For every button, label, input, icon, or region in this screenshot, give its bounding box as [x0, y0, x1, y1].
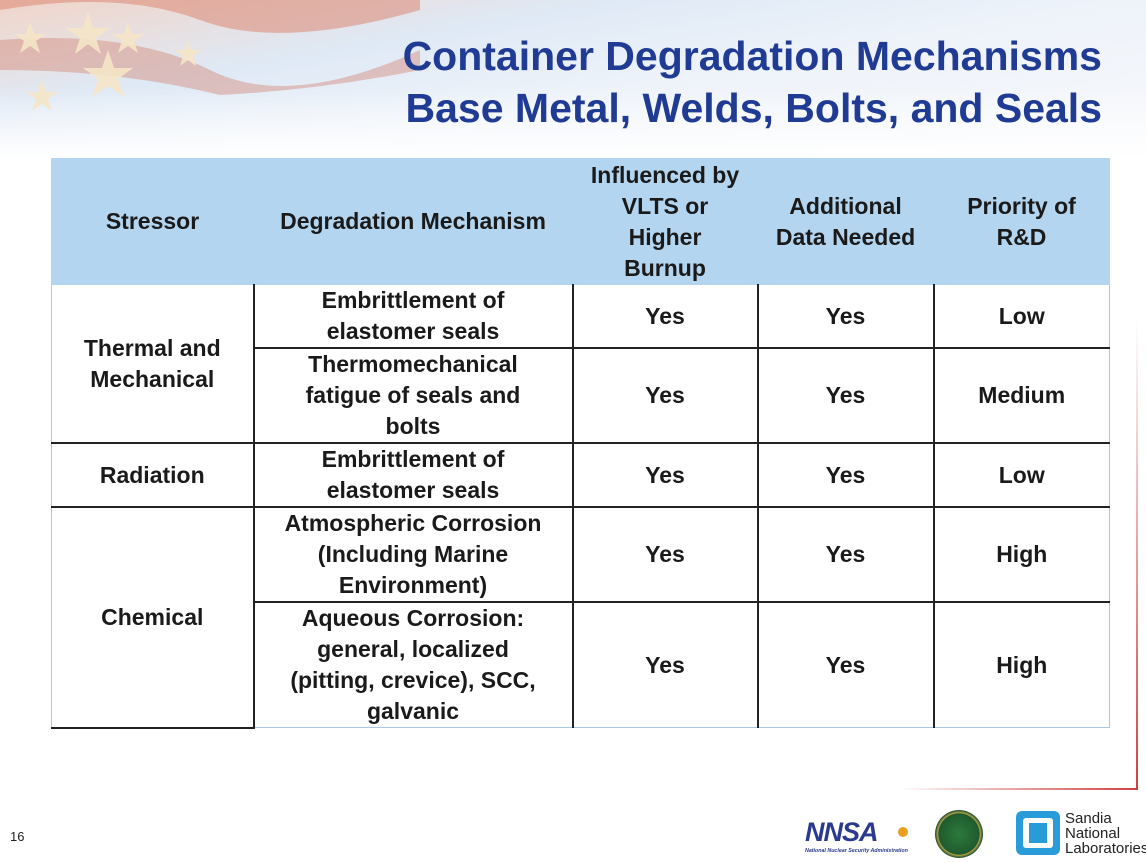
header-data-needed: Additional Data Needed: [757, 158, 934, 285]
nnsa-logo: NNSA National Nuclear Security Administr…: [805, 817, 909, 854]
mechanism-cell: Aqueous Corrosion: general, localized (p…: [253, 601, 574, 728]
table-row: Aqueous Corrosion: general, localized (p…: [52, 601, 1110, 728]
priority-cell: Low: [932, 442, 1110, 508]
mechanism-cell: Embrittlement of elastomer seals: [252, 284, 574, 349]
title-line-1: Container Degradation Mechanisms: [402, 33, 1102, 79]
influenced-cell: Yes: [571, 347, 759, 444]
priority-cell: High: [932, 506, 1110, 603]
flag-stars-graphic: [0, 0, 420, 111]
data-needed-cell: Yes: [756, 601, 935, 728]
priority-cell: Low: [932, 284, 1110, 349]
mechanism-cell: Atmospheric Corrosion (Including Marine …: [252, 506, 574, 603]
table-row: Radiation Embrittlement of elastomer sea…: [51, 442, 1110, 508]
header-mechanism: Degradation Mechanism: [253, 158, 573, 285]
data-needed-cell: Yes: [756, 442, 935, 508]
title-line-2: Base Metal, Welds, Bolts, and Seals: [405, 85, 1102, 131]
mechanism-cell: Thermomechanical fatigue of seals and bo…: [253, 347, 574, 444]
slide-title: Container Degradation Mechanisms Base Me…: [403, 30, 1102, 134]
data-needed-cell: Yes: [756, 284, 935, 349]
stressor-cell: Radiation: [51, 442, 255, 508]
flag-banner: [0, 0, 1146, 160]
red-accent-vertical: [1136, 320, 1138, 790]
page-number: 16: [10, 829, 25, 844]
svg-text:National Nuclear Security Admi: National Nuclear Security Administration: [805, 848, 909, 854]
header-priority: Priority of R&D: [933, 158, 1110, 285]
table-row: Thermal and Mechanical Embrittlement of …: [51, 284, 1110, 444]
header-stressor: Stressor: [51, 158, 254, 285]
influenced-cell: Yes: [571, 601, 759, 728]
doe-seal-logo: [935, 810, 983, 858]
red-accent-horizontal: [900, 788, 1138, 790]
influenced-cell: Yes: [571, 284, 759, 349]
sandia-thunderbird-logo: [1016, 811, 1060, 855]
sandia-logo-text: Sandia National Laboratories: [1065, 810, 1146, 857]
data-needed-cell: Yes: [756, 506, 935, 603]
stressor-cell: Chemical: [51, 506, 255, 729]
priority-cell: Medium: [932, 347, 1110, 444]
header-influenced: Influenced by VLTS or Higher Burnup: [572, 158, 758, 285]
degradation-table: Stressor Degradation Mechanism Influence…: [51, 158, 1110, 729]
influenced-cell: Yes: [571, 506, 759, 603]
mechanism-cell: Embrittlement of elastomer seals: [252, 442, 574, 508]
table-header-row: Stressor Degradation Mechanism Influence…: [51, 158, 1110, 285]
table-row: Thermomechanical fatigue of seals and bo…: [52, 347, 1110, 444]
data-needed-cell: Yes: [756, 347, 935, 444]
influenced-cell: Yes: [571, 442, 759, 508]
table-row: Chemical Atmospheric Corrosion (Includin…: [51, 506, 1110, 729]
stressor-cell: Thermal and Mechanical: [51, 284, 255, 444]
priority-cell: High: [932, 601, 1110, 728]
svg-text:NNSA: NNSA: [805, 817, 878, 847]
